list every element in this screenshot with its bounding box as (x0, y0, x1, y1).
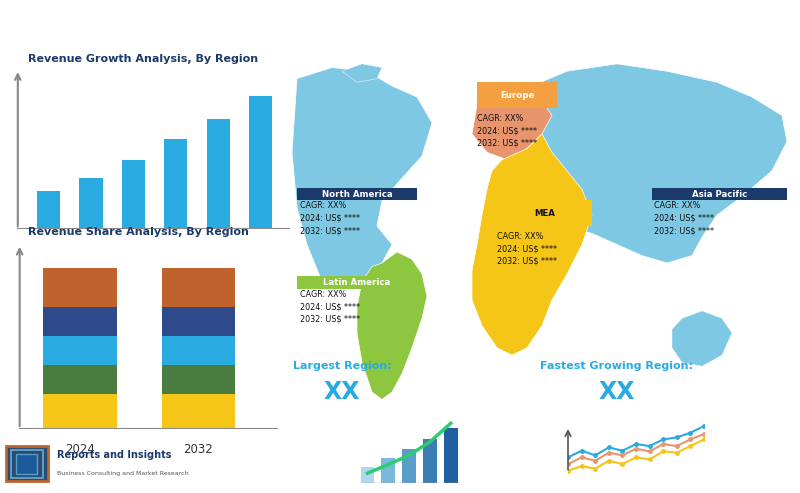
Text: GLOBAL ANTIMICROBIAL SUSCEPTIBILITY TESTING MARKET REGIONAL LEVEL ANALYSIS: GLOBAL ANTIMICROBIAL SUSCEPTIBILITY TEST… (10, 27, 658, 39)
Polygon shape (672, 311, 732, 366)
Polygon shape (472, 134, 592, 355)
Polygon shape (342, 64, 382, 82)
Text: 2032: 2032 (183, 443, 214, 457)
Bar (43, 307, 117, 336)
Bar (43, 393, 117, 429)
Bar (164, 140, 187, 229)
FancyBboxPatch shape (11, 450, 42, 478)
Text: CAGR: XX%
2024: US$ ****
2032: US$ ****: CAGR: XX% 2024: US$ **** 2032: US$ **** (477, 113, 537, 147)
Bar (402, 449, 416, 483)
Bar (43, 336, 117, 364)
Text: CAGR: XX%
2024: US$ ****
2032: US$ ****: CAGR: XX% 2024: US$ **** 2032: US$ **** (299, 201, 359, 235)
Bar (162, 393, 235, 429)
Bar (162, 364, 235, 393)
Text: Reports and Insights: Reports and Insights (57, 450, 171, 459)
Polygon shape (527, 64, 787, 263)
Text: North America: North America (322, 190, 392, 199)
Text: Europe: Europe (500, 91, 534, 100)
Bar (79, 178, 102, 229)
FancyBboxPatch shape (477, 82, 557, 108)
Polygon shape (292, 68, 432, 289)
Text: MEA: MEA (534, 209, 555, 218)
Bar (361, 466, 374, 483)
Text: Business Consulting and Market Research: Business Consulting and Market Research (57, 471, 189, 476)
Bar (43, 364, 117, 393)
Text: 2024: 2024 (65, 443, 95, 457)
FancyBboxPatch shape (6, 446, 48, 481)
Bar (122, 160, 145, 229)
Bar (382, 458, 395, 483)
Text: XX: XX (598, 380, 635, 404)
FancyBboxPatch shape (16, 454, 38, 474)
Text: Revenue Share Analysis, By Region: Revenue Share Analysis, By Region (28, 227, 249, 237)
FancyBboxPatch shape (497, 200, 592, 226)
Text: Latin America: Latin America (323, 278, 390, 287)
Bar (162, 268, 235, 307)
Text: CAGR: XX%
2024: US$ ****
2032: US$ ****: CAGR: XX% 2024: US$ **** 2032: US$ **** (497, 232, 557, 266)
Text: Revenue Growth Analysis, By Region: Revenue Growth Analysis, By Region (28, 54, 258, 65)
Text: Asia Pacific: Asia Pacific (692, 190, 747, 199)
Polygon shape (357, 252, 427, 399)
Text: CAGR: XX%
2024: US$ ****
2032: US$ ****: CAGR: XX% 2024: US$ **** 2032: US$ **** (654, 201, 714, 235)
Bar (43, 268, 117, 307)
FancyBboxPatch shape (297, 277, 417, 289)
Bar (206, 119, 230, 229)
FancyBboxPatch shape (652, 188, 787, 200)
FancyBboxPatch shape (297, 188, 417, 200)
Bar (37, 191, 60, 229)
Text: CAGR: XX%
2024: US$ ****
2032: US$ ****: CAGR: XX% 2024: US$ **** 2032: US$ **** (299, 290, 359, 324)
Text: Largest Region:: Largest Region: (293, 361, 391, 371)
Polygon shape (472, 82, 552, 160)
Text: XX: XX (324, 380, 360, 404)
Text: Fastest Growing Region:: Fastest Growing Region: (541, 361, 694, 371)
Bar (162, 307, 235, 336)
Bar (162, 336, 235, 364)
Bar (249, 96, 272, 229)
Bar (444, 428, 458, 483)
Bar (423, 439, 437, 483)
